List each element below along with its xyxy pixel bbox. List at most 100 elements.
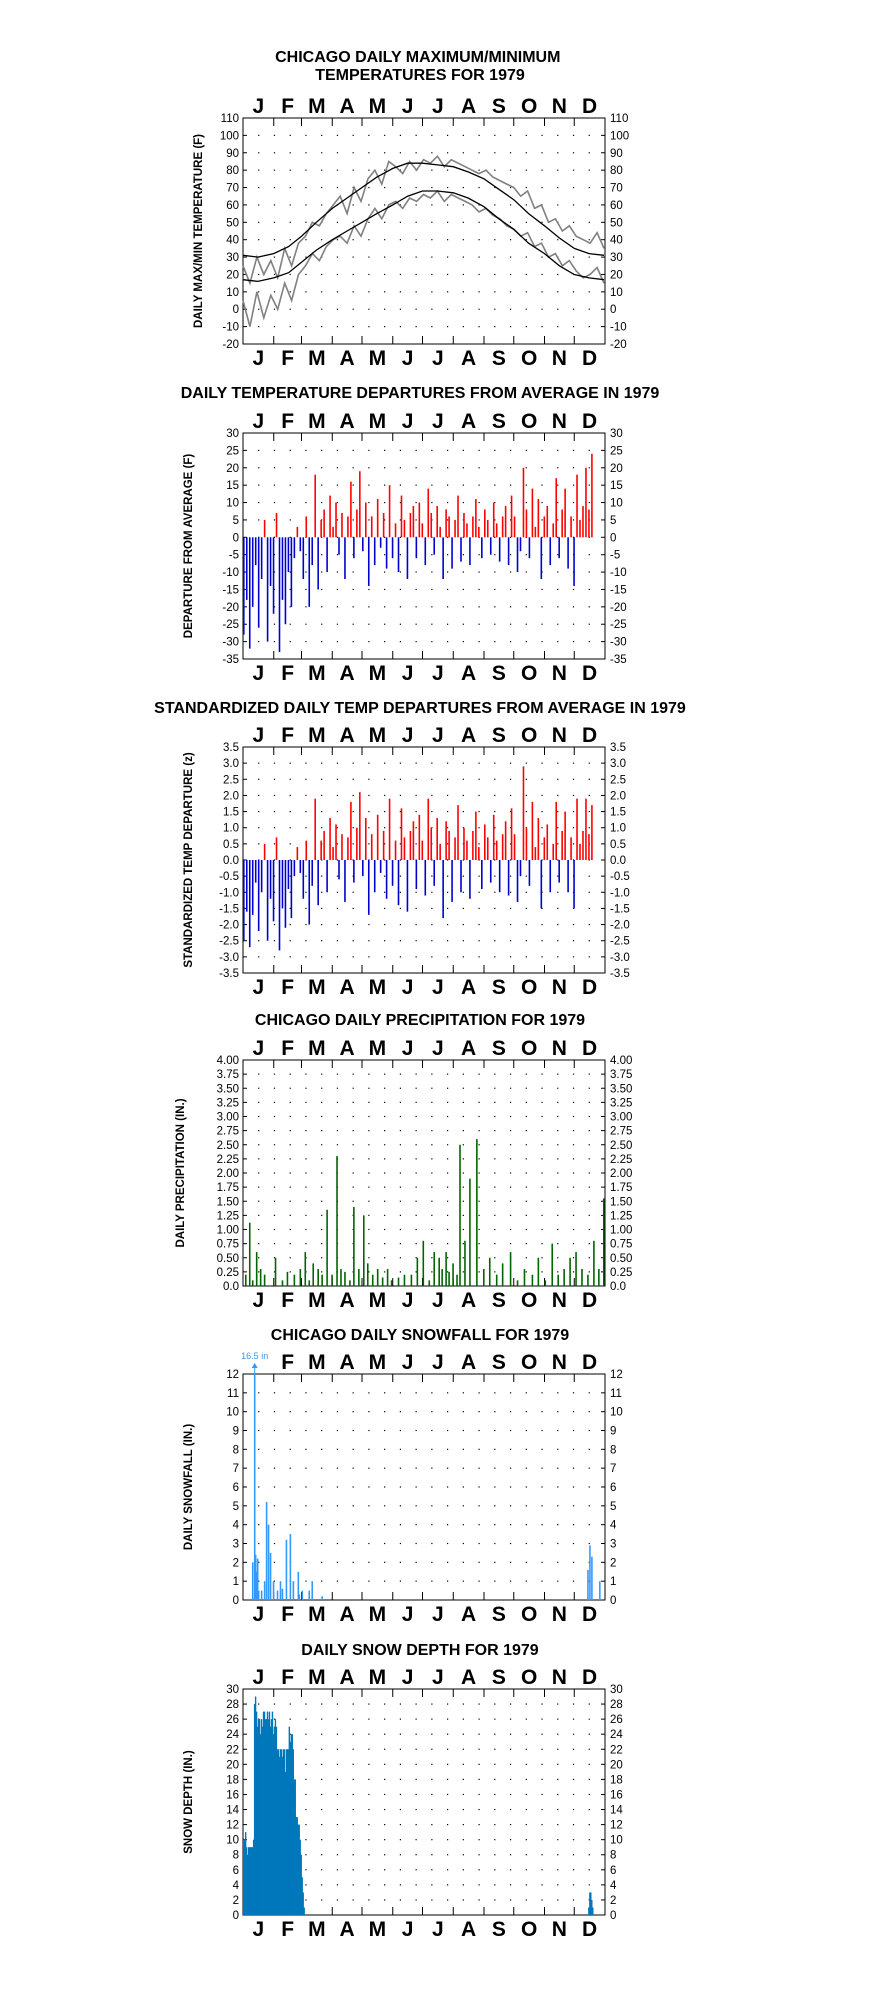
temps-grid-dot [494,134,496,136]
snowdepth-grid-dot [352,1884,354,1886]
departures-grid-dot [572,641,575,643]
standardized-ytick-left: 2.0 [223,790,239,802]
snowfall-grid-dot [321,1542,323,1545]
departures-grid-dot [557,467,559,469]
precip-grid-dot [273,1200,276,1202]
snowdepth-grid-dot [541,1824,543,1826]
departures-panel: DAILY TEMPERATURE DEPARTURES FROM AVERAG… [181,385,660,685]
precip-grid-dot [258,1130,260,1132]
snowdepth-title: DAILY SNOW DEPTH FOR 1979 [301,1642,538,1659]
departures-ytick-right: -10 [610,567,627,579]
temps-grid-dot [258,186,260,189]
snowfall-grid-dot [352,1392,354,1394]
precip-ytick-left: 1.75 [217,1182,239,1194]
departures-bar [588,509,590,538]
precip-grid-dot [305,1243,307,1245]
temps-grid-dot [352,221,354,223]
snowfall-grid-dot [541,1392,543,1394]
departures-ytick-left: -30 [222,637,239,649]
precip-month-label-top: O [521,1037,537,1060]
snowdepth-grid-dot [352,1748,354,1750]
departures-grid-dot [588,536,590,538]
standardized-grid-dot [321,827,323,829]
departures-bar [576,474,578,538]
snowfall-grid-dot [368,1505,370,1507]
temps-grid-dot [399,169,401,171]
precip-grid-dot [509,1101,512,1103]
departures-grid-dot [509,606,512,608]
precip-month-label-bottom: S [492,1289,506,1312]
standardized-bar [537,818,540,860]
departures-grid-dot [509,467,512,469]
departures-bar [356,509,358,538]
precip-grid-dot [336,1087,339,1089]
temps-title: CHICAGO DAILY MAXIMUM/MINIMUM TEMPERATUR… [275,49,565,84]
snowdepth-grid-dot [352,1854,354,1856]
snowfall-grid-dot [494,1429,496,1432]
temps-grid-dot [588,291,590,293]
temps-grid-dot [478,326,480,328]
departures-grid-dot [525,449,527,451]
departures-grid-dot [258,449,260,451]
precip-grid-dot [258,1144,260,1146]
snowdepth-grid-dot [494,1884,496,1886]
snowdepth-bar [249,1847,252,1915]
departures-grid-dot [399,606,401,608]
standardized-grid-dot [415,843,417,845]
snowfall-grid-dot [352,1561,354,1563]
temps-grid-dot [321,204,323,206]
temps-grid-dot [289,204,291,206]
snowdepth-month-label-bottom: D [582,1918,597,1941]
temps-grid-dot [588,239,590,241]
temps-grid-dot [431,308,433,310]
departures-bar [528,537,531,559]
snowfall-grid-dot [509,1524,512,1526]
snowfall-bar [281,1588,284,1600]
precip-grid-dot [557,1271,559,1273]
snowdepth-grid-dot [415,1899,417,1901]
snowdepth-grid-dot [352,1778,354,1780]
precip-ytick-right: 3.00 [610,1112,632,1124]
snowdepth-grid-dot [431,1839,433,1841]
departures-grid-dot [399,449,401,451]
precip-bar [581,1269,583,1286]
standardized-grid-dot [525,907,527,910]
departures-grid-dot [572,623,575,625]
snowfall-grid-dot [588,1486,590,1488]
temps-ytick-left: 0 [233,304,239,316]
precip-ytick-left: 2.00 [217,1168,239,1180]
temps-grid-dot [289,273,291,276]
snowfall-grid-dot [525,1429,527,1432]
snowdepth-bar [246,1854,249,1915]
standardized-bar [287,860,290,890]
departures-month-label-bottom: D [582,662,597,685]
precip-bar [598,1269,600,1286]
snowdepth-grid-dot [588,1854,590,1856]
snowfall-grid-dot [541,1467,543,1469]
precip-grid-dot [321,1087,323,1089]
snowdepth-grid-dot [509,1884,512,1886]
standardized-grid-dot [321,907,323,910]
standardized-bar [564,811,566,860]
departures-bar [359,471,361,538]
standardized-ytick-left: 1.0 [223,823,239,835]
standardized-grid-dot [431,778,433,780]
precip-grid-dot [415,1186,417,1188]
snowfall-grid-dot [462,1542,464,1545]
precip-month-label-top: J [253,1037,265,1060]
snowfall-grid-dot [321,1429,323,1432]
snowfall-grid-dot [399,1448,401,1450]
standardized-grid-dot [336,907,339,910]
standardized-bar [495,840,498,860]
standardized-grid-dot [258,762,260,764]
standardized-grid-dot [557,794,559,797]
standardized-grid-dot [399,859,401,861]
standardized-bar [367,860,370,915]
snowfall-grid-dot [305,1467,307,1469]
snowdepth-grid-dot [572,1899,575,1901]
snowfall-grid-dot [572,1429,575,1432]
snowdepth-ytick-left: 4 [233,1880,240,1892]
standardized-grid-dot [415,923,417,926]
departures-grid-dot [384,449,386,451]
snowdepth-grid-dot [384,1703,386,1705]
